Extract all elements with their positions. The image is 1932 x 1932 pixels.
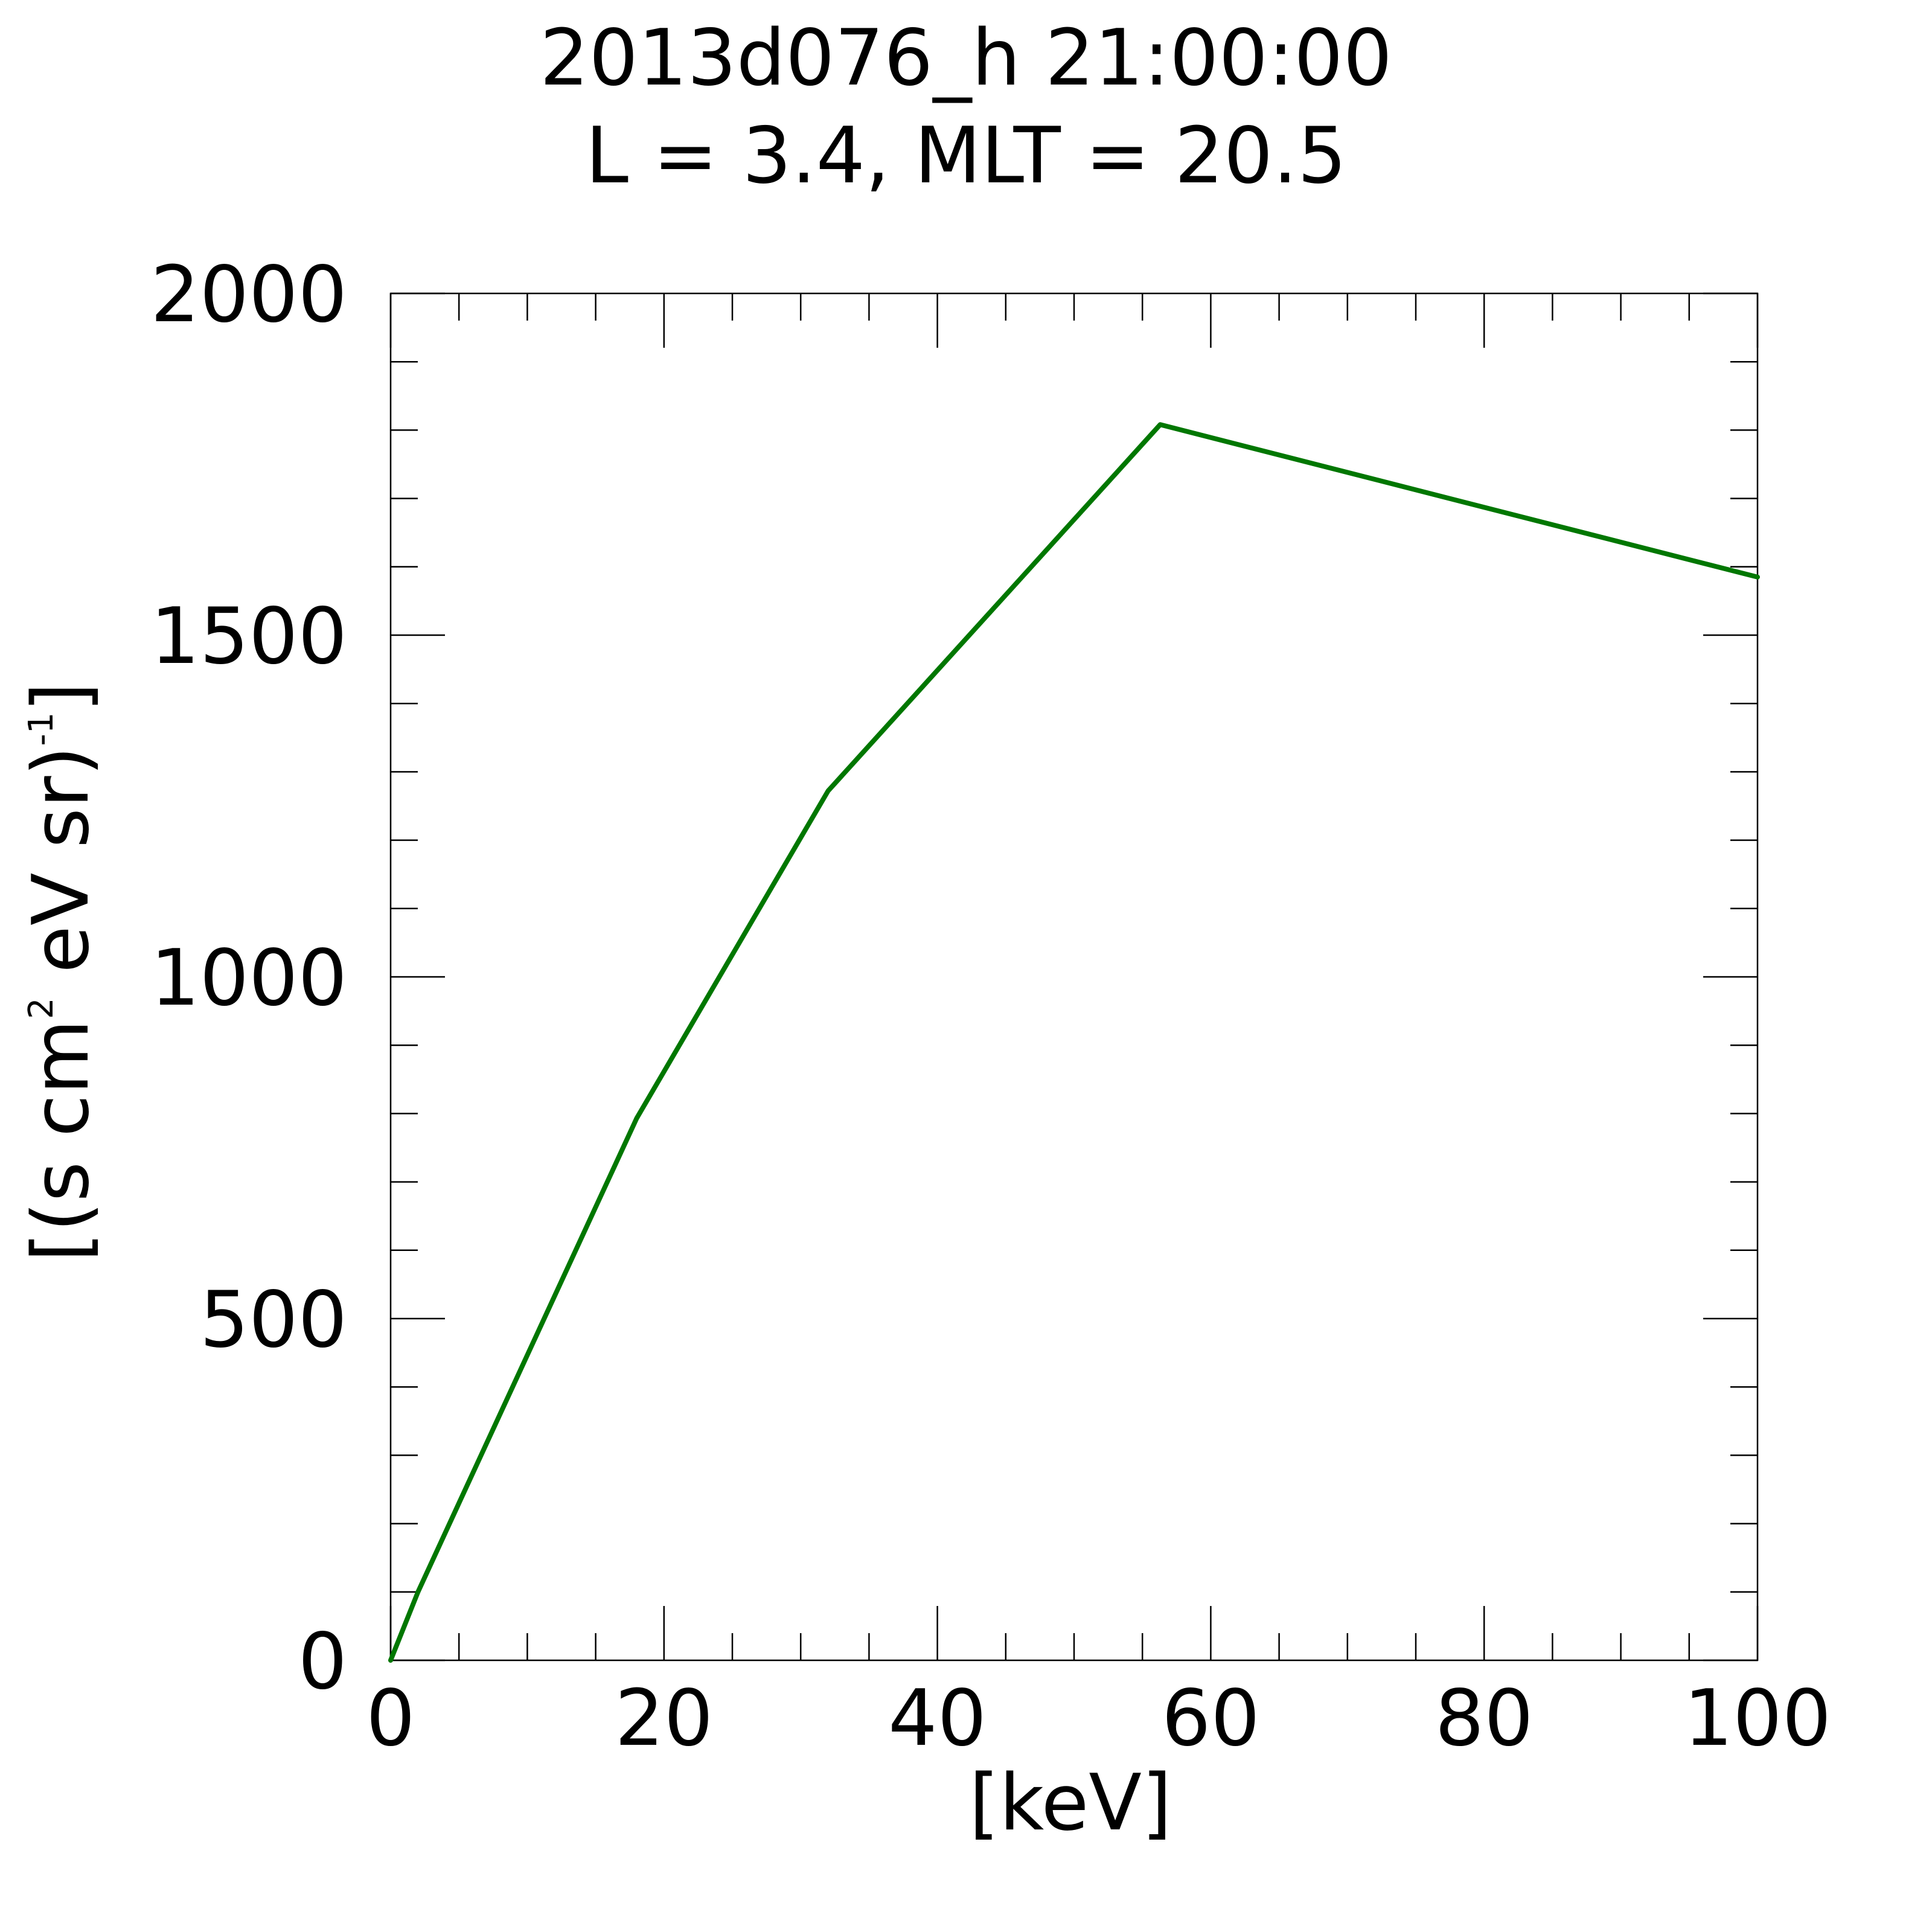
chart-title: 2013d076_h 21:00:00	[540, 13, 1392, 103]
y-axis-label: [(s cm2 eV sr)-1]	[16, 682, 106, 1262]
y-tick-label: 2000	[150, 250, 347, 340]
y-tick-label: 500	[200, 1275, 347, 1365]
y-tick-label: 0	[298, 1617, 347, 1707]
plot-area	[388, 422, 1760, 1663]
x-tick-label: 20	[615, 1674, 713, 1764]
x-tick-label: 40	[888, 1674, 987, 1764]
y-axis-label-group: [(s cm2 eV sr)-1]	[16, 682, 106, 1262]
x-tick-label: 0	[366, 1674, 415, 1764]
x-axis-label: [keV]	[969, 1758, 1172, 1848]
y-axis-label-sup1: 2	[22, 997, 61, 1019]
x-tick-label: 80	[1435, 1674, 1534, 1764]
axes	[389, 292, 1759, 1662]
x-tick-label: 100	[1684, 1674, 1831, 1764]
y-axis-label-open: [(s cm	[16, 1019, 106, 1262]
series-line-0	[388, 422, 1760, 1663]
y-tick-label: 1000	[150, 933, 347, 1023]
chart-subtitle: L = 3.4, MLT = 20.5	[586, 111, 1347, 201]
y-axis-label-sup2: -1	[22, 712, 61, 746]
y-tick-label: 1500	[150, 592, 347, 682]
y-axis-label-mid: eV sr)	[16, 746, 106, 997]
x-tick-label: 60	[1162, 1674, 1260, 1764]
plot-frame	[389, 292, 1759, 1662]
y-axis-label-close: ]	[16, 682, 106, 712]
